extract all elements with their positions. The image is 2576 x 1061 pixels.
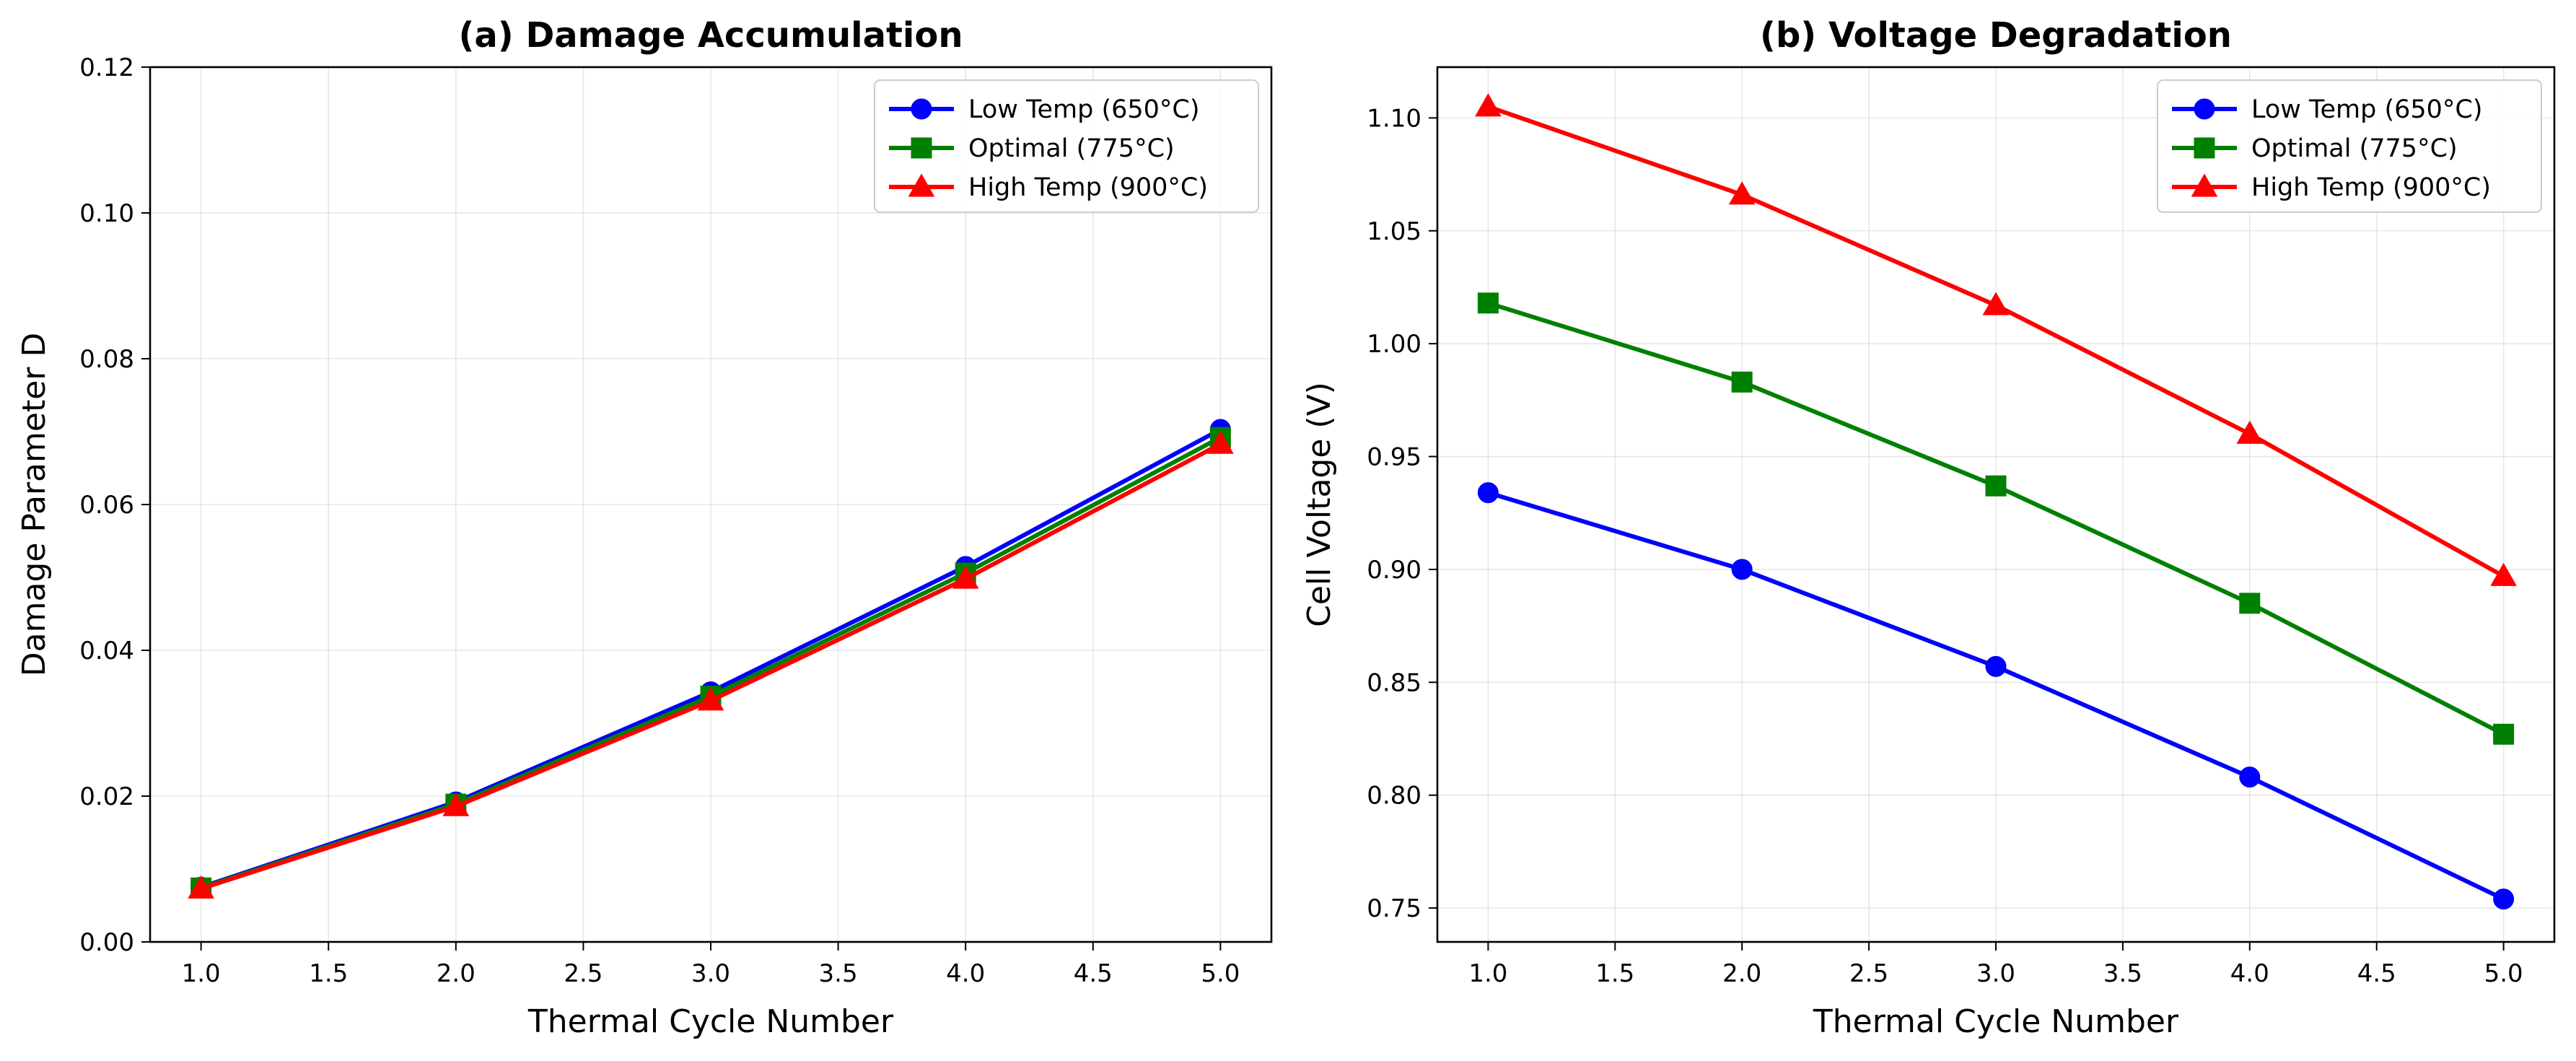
chart-title: (b) Voltage Degradation [1760, 15, 2232, 56]
y-tick-label: 0.90 [1367, 556, 1421, 585]
data-point [1477, 482, 1499, 504]
legend-label: High Temp (900°C) [968, 173, 1208, 202]
x-tick-label: 4.0 [2230, 959, 2269, 988]
data-point [1731, 371, 1753, 393]
legend-marker-2 [2194, 137, 2215, 159]
legend-marker-2 [911, 137, 932, 159]
y-tick-label: 1.00 [1367, 330, 1421, 359]
y-tick-label: 0.04 [79, 637, 134, 665]
x-tick-label: 4.5 [1074, 959, 1113, 988]
data-point [697, 687, 724, 711]
data-point [1985, 655, 2007, 677]
x-tick-label: 3.5 [819, 959, 858, 988]
x-tick-label: 2.5 [564, 959, 603, 988]
legend-box [2157, 79, 2542, 213]
x-tick-label: 3.5 [2103, 959, 2142, 988]
data-point [1477, 292, 1499, 314]
legend-label: Optimal (775°C) [968, 134, 1175, 163]
data-point [1475, 93, 1502, 117]
data-point [2239, 767, 2261, 788]
data-point [2239, 593, 2261, 614]
y-tick-label: 0.02 [79, 782, 134, 811]
data-point [442, 793, 470, 816]
y-tick-label: 0.80 [1367, 782, 1421, 811]
y-tick-label: 0.95 [1367, 443, 1421, 472]
legend-marker-3 [908, 173, 935, 197]
legend-box [874, 79, 1259, 213]
legend-label: High Temp (900°C) [2251, 173, 2491, 202]
y-tick-label: 0.00 [79, 928, 134, 957]
legend-label: Low Temp (650°C) [968, 95, 1200, 124]
x-axis-label: Thermal Cycle Number [1813, 1003, 2179, 1040]
y-tick-label: 0.75 [1367, 894, 1421, 923]
legend: Low Temp (650°C) Optimal (775°C) High Temp… [2157, 79, 2542, 213]
data-point [1985, 475, 2007, 497]
data-point [2493, 888, 2515, 910]
x-tick-label: 1.5 [1595, 959, 1634, 988]
y-tick-label: 0.85 [1367, 668, 1421, 697]
y-axis-label: Cell Voltage (V) [1301, 382, 1338, 627]
data-point [1207, 430, 1234, 454]
data-point [2490, 562, 2517, 586]
y-tick-label: 0.06 [79, 491, 134, 520]
legend-marker-1 [911, 98, 932, 120]
data-point [1982, 292, 2010, 315]
data-point [952, 565, 979, 589]
x-tick-label: 1.0 [182, 959, 221, 988]
y-tick-label: 1.05 [1367, 217, 1421, 246]
legend: Low Temp (650°C) Optimal (775°C) High Temp… [874, 79, 1259, 213]
x-tick-label: 1.5 [309, 959, 348, 988]
data-point [1731, 559, 1753, 580]
x-tick-label: 2.5 [1849, 959, 1888, 988]
y-tick-label: 0.08 [79, 345, 134, 374]
y-tick-label: 0.10 [79, 199, 134, 228]
x-tick-label: 1.0 [1468, 959, 1507, 988]
data-point [2236, 420, 2264, 444]
y-axis-label: Damage Parameter D [16, 333, 53, 676]
x-tick-label: 2.0 [437, 959, 476, 988]
x-tick-label: 4.5 [2357, 959, 2396, 988]
chart-panel-2: 1.0 1.5 2.0 2.5 3.0 3.5 4.0 4.5 5.0 0.75 0.80 0.85 0… [1301, 15, 2556, 1040]
data-point [1728, 181, 1756, 205]
y-tick-label: 0.12 [79, 53, 134, 82]
data-point [2493, 723, 2515, 745]
x-tick-label: 5.0 [2484, 959, 2523, 988]
x-tick-label: 5.0 [1201, 959, 1240, 988]
x-tick-label: 2.0 [1722, 959, 1761, 988]
x-tick-label: 4.0 [946, 959, 985, 988]
chart-title: (a) Damage Accumulation [458, 15, 963, 56]
x-tick-label: 3.0 [1976, 959, 2015, 988]
legend-marker-1 [2194, 98, 2215, 120]
data-point [188, 875, 214, 899]
legend-marker-3 [2191, 173, 2218, 197]
y-tick-label: 1.10 [1367, 104, 1421, 133]
chart-panel-1: 1.0 1.5 2.0 2.5 3.0 3.5 4.0 4.5 5.0 0.00 0.02 0.04 0… [16, 15, 1273, 1040]
legend-label: Optimal (775°C) [2251, 134, 2458, 163]
legend-label: Low Temp (650°C) [2251, 95, 2483, 124]
x-axis-label: Thermal Cycle Number [527, 1003, 894, 1040]
x-tick-label: 3.0 [691, 959, 730, 988]
